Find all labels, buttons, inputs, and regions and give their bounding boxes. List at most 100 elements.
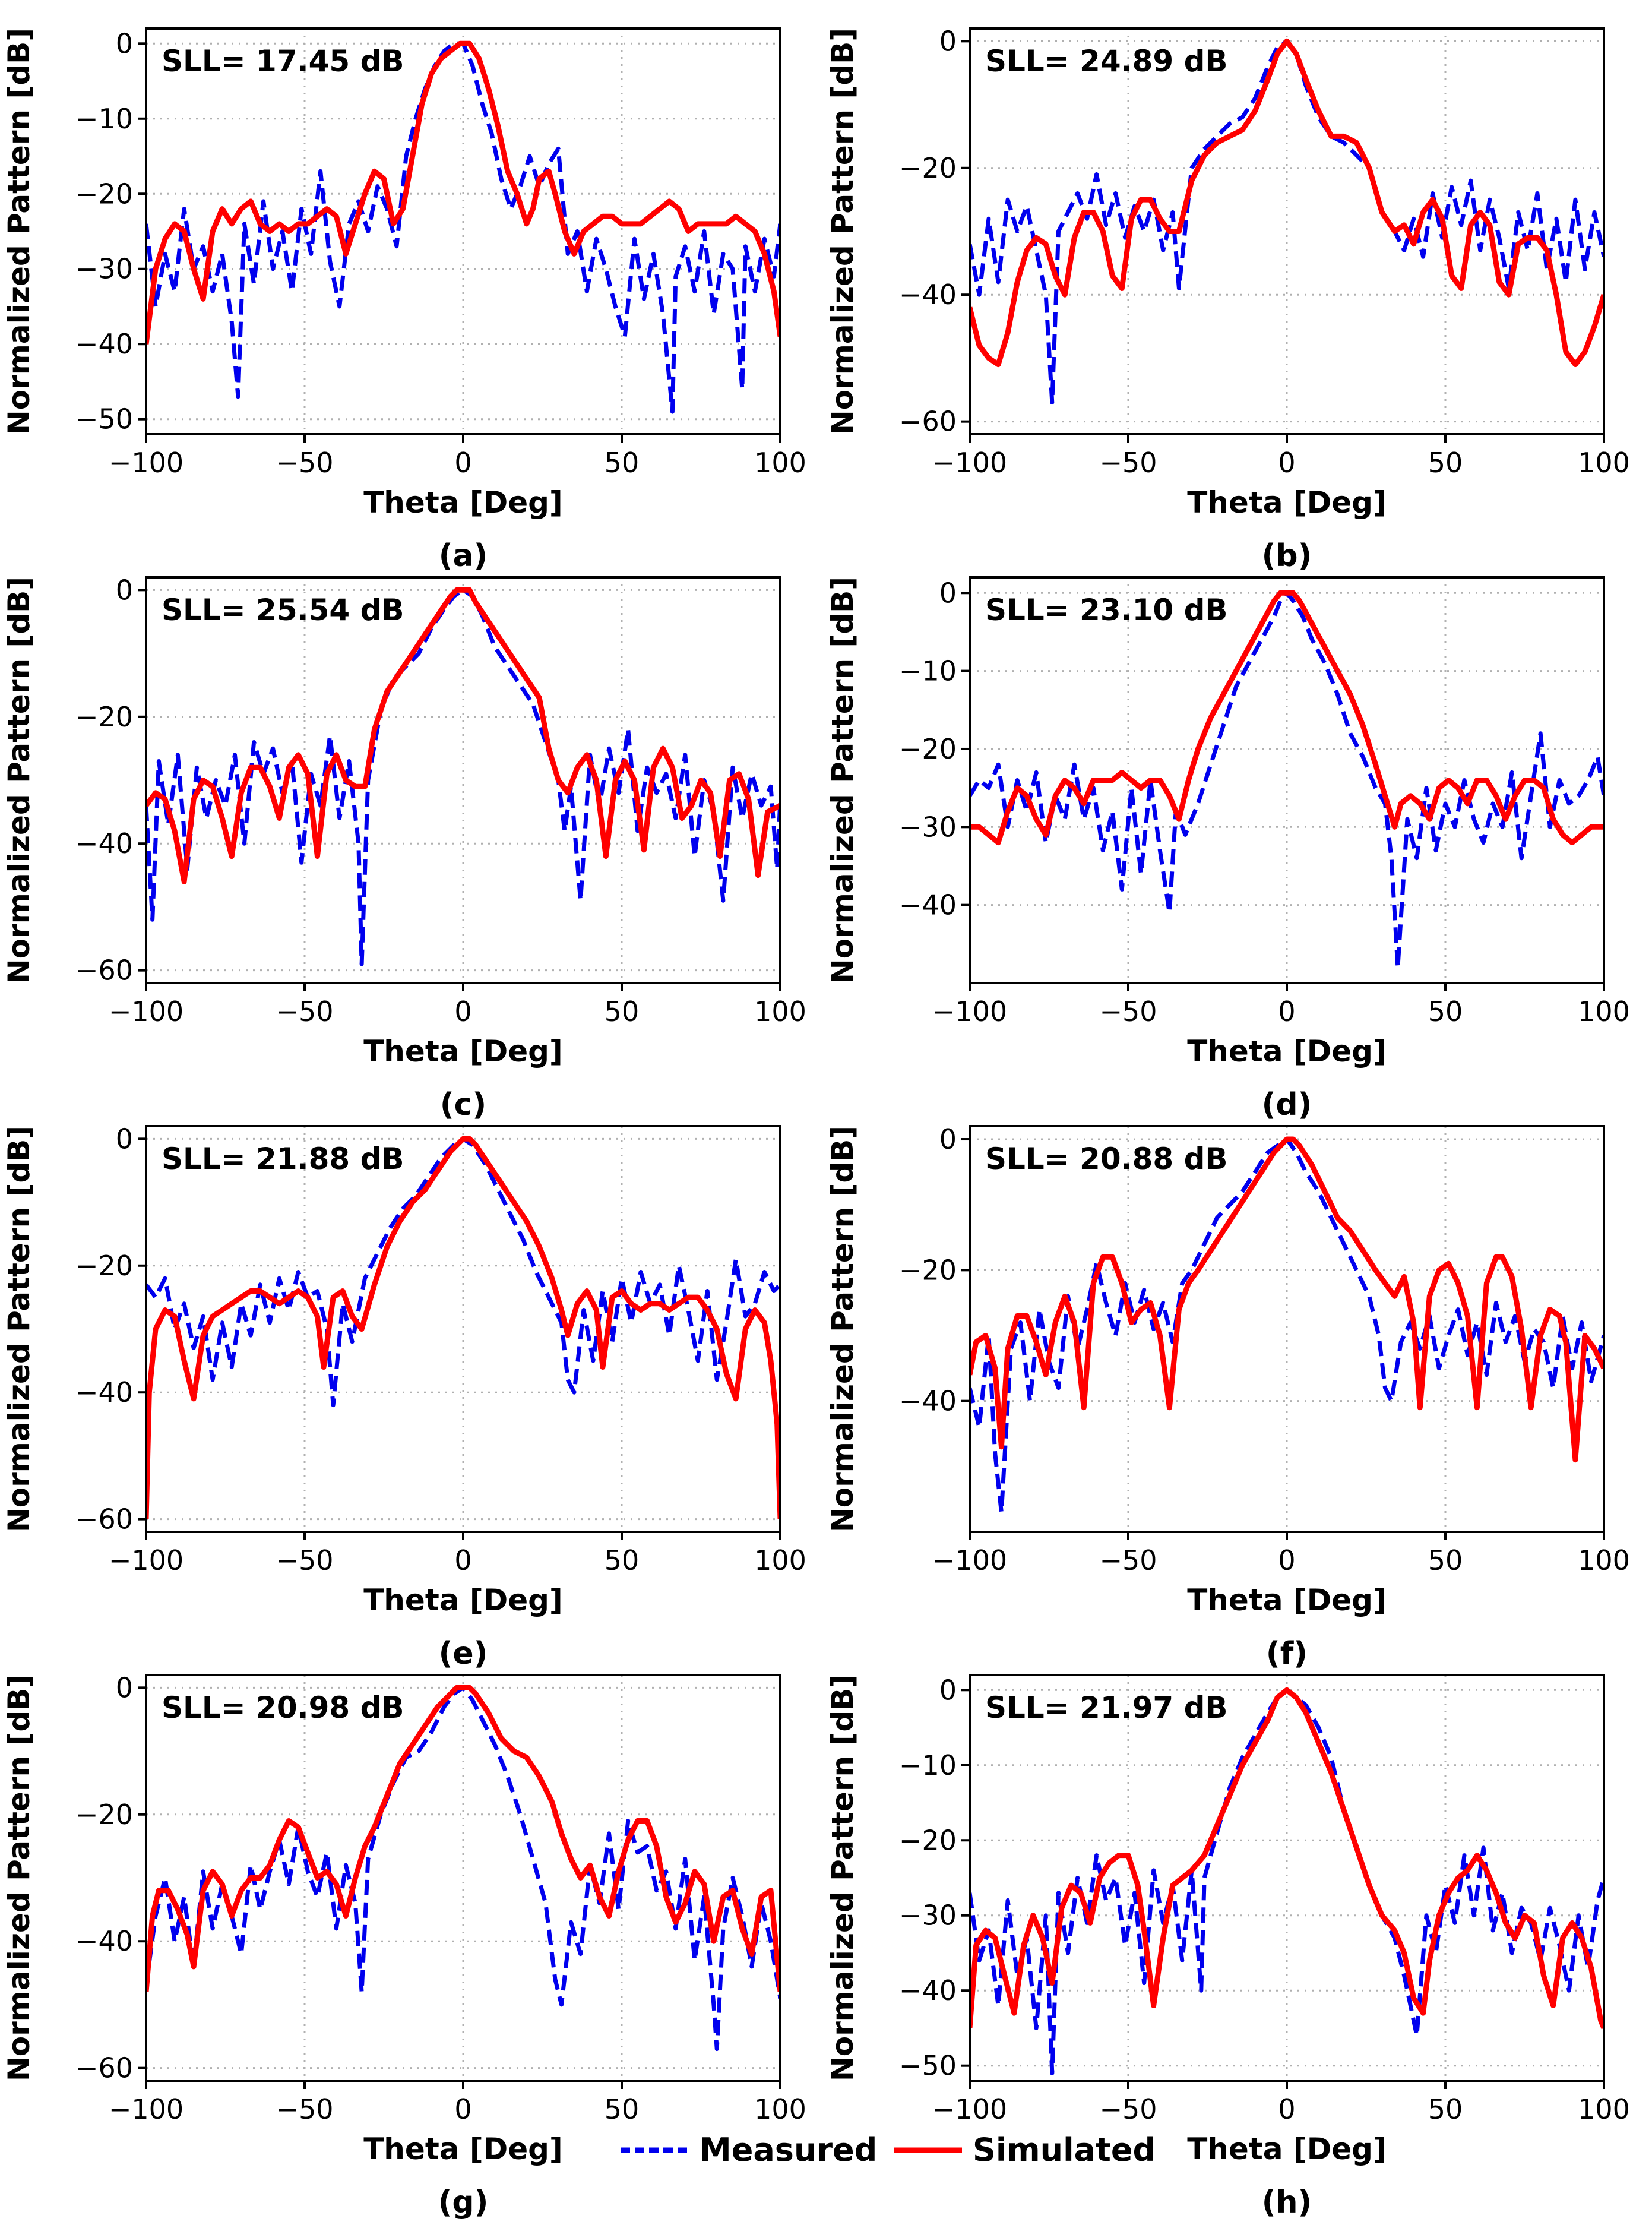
chart-panel: −100 −50 0 50 100 0 −10 −20 −30 −40 −50 Theta [Deg]…: [2, 27, 806, 574]
series-group: [970, 1687, 1604, 2075]
x-axis-label: Theta [Deg]: [1187, 1583, 1387, 1617]
series-line-simulated: [146, 1136, 780, 1519]
y-tick-label: −40: [899, 1974, 957, 2006]
panel-caption: (e): [439, 1636, 488, 1671]
chart-panel: −100 −50 0 50 100 0 −20 −40 −60 Theta [Deg] Normal…: [825, 25, 1630, 574]
panel-caption: (f): [1266, 1636, 1308, 1671]
x-axis-label: Theta [Deg]: [363, 485, 563, 520]
y-tick-label: −20: [75, 701, 133, 733]
x-tick-label: −50: [1099, 996, 1157, 1028]
chart-panel: −100 −50 0 50 100 0 −20 −40 Theta [Deg] Normalize…: [825, 1123, 1630, 1671]
x-tick-label: −100: [932, 447, 1007, 479]
x-tick-label: 50: [605, 996, 640, 1028]
y-tick-label: −10: [899, 1749, 957, 1781]
x-tick-label: −50: [276, 2093, 333, 2125]
x-axis-label: Theta [Deg]: [1187, 1034, 1387, 1069]
x-tick-label: 100: [754, 996, 806, 1028]
y-tick-label: −40: [899, 279, 957, 311]
series-line-measured: [146, 587, 780, 966]
y-axis-label: Normalized Pattern [dB]: [825, 28, 860, 435]
chart-panel: −100 −50 0 50 100 0 −20 −40 −60 Theta [Deg] Normal…: [2, 1123, 806, 1671]
x-tick-label: −100: [109, 1544, 183, 1576]
y-tick-label: 0: [939, 25, 957, 57]
sll-annotation: SLL= 21.97 dB: [985, 1690, 1228, 1725]
x-tick-label: 100: [754, 1544, 806, 1576]
chart-panel: −100 −50 0 50 100 0 −20 −40 −60 Theta [Deg] Normal…: [2, 574, 806, 1123]
series-group: [146, 1136, 780, 1519]
y-tick-label: −20: [899, 152, 957, 184]
x-tick-label: 0: [454, 2093, 471, 2125]
y-tick-label: −40: [75, 827, 133, 859]
y-axis-label: Normalized Pattern [dB]: [825, 577, 860, 984]
y-axis-label: Normalized Pattern [dB]: [2, 1126, 36, 1532]
y-axis-label: Normalized Pattern [dB]: [2, 1674, 36, 2081]
x-tick-label: −100: [932, 996, 1007, 1028]
y-tick-label: −60: [899, 406, 957, 438]
y-axis-label: Normalized Pattern [dB]: [825, 1674, 860, 2081]
panel-caption: (h): [1262, 2185, 1312, 2220]
sll-annotation: SLL= 23.10 dB: [985, 593, 1228, 627]
x-tick-label: 0: [454, 447, 471, 479]
x-tick-label: 0: [1278, 447, 1295, 479]
y-tick-label: 0: [116, 1123, 133, 1155]
y-tick-label: −40: [899, 1385, 957, 1417]
x-tick-label: 0: [1278, 2093, 1295, 2125]
x-tick-label: −50: [1099, 2093, 1157, 2125]
x-tick-label: 100: [1578, 2093, 1630, 2125]
series-group: [970, 38, 1604, 405]
x-axis-label: Theta [Deg]: [1187, 485, 1387, 520]
x-tick-label: 0: [454, 996, 471, 1028]
series-line-measured: [970, 1687, 1604, 2075]
x-tick-label: −50: [276, 996, 333, 1028]
series-line-simulated: [970, 1136, 1604, 1463]
y-tick-label: −40: [75, 328, 133, 360]
x-tick-label: −50: [1099, 447, 1157, 479]
y-tick-label: −20: [75, 178, 133, 210]
y-tick-label: −20: [899, 733, 957, 765]
sll-annotation: SLL= 17.45 dB: [162, 44, 404, 78]
y-tick-label: −30: [899, 1900, 957, 1932]
series-line-simulated: [970, 1687, 1604, 2030]
y-tick-label: −20: [75, 1799, 133, 1831]
sll-annotation: SLL= 24.89 dB: [985, 44, 1228, 78]
y-tick-label: −40: [75, 1376, 133, 1408]
y-tick-label: −60: [75, 955, 133, 987]
x-tick-label: 100: [1578, 996, 1630, 1028]
legend: Measured Simulated: [621, 2131, 1156, 2169]
chart-panel: −100 −50 0 50 100 0 −10 −20 −30 −40 Theta [Deg] Nor…: [825, 576, 1630, 1123]
x-tick-label: 50: [1428, 447, 1463, 479]
series-line-simulated: [970, 590, 1604, 846]
y-tick-label: −20: [899, 1824, 957, 1856]
panel-caption: (d): [1262, 1087, 1312, 1123]
x-axis-label: Theta [Deg]: [363, 1583, 563, 1617]
y-tick-label: 0: [939, 1123, 957, 1155]
series-line-measured: [146, 1136, 780, 1408]
x-tick-label: −100: [932, 2093, 1007, 2125]
y-tick-label: 0: [939, 1674, 957, 1706]
x-tick-label: −100: [109, 996, 183, 1028]
x-axis-label: Theta [Deg]: [363, 1034, 563, 1069]
legend-measured-label: Measured: [700, 2131, 877, 2169]
y-tick-label: −50: [75, 403, 133, 435]
x-tick-label: 0: [1278, 996, 1295, 1028]
series-line-measured: [970, 39, 1604, 405]
series-group: [146, 1685, 780, 2052]
y-tick-label: −30: [75, 253, 133, 285]
plot-frame: [145, 1125, 781, 1533]
series-group: [970, 1136, 1604, 1515]
y-tick-label: 0: [939, 577, 957, 609]
y-tick-label: −20: [899, 1254, 957, 1286]
y-tick-label: −40: [899, 889, 957, 921]
y-tick-label: −60: [75, 2052, 133, 2084]
legend-simulated-label: Simulated: [973, 2131, 1156, 2169]
x-axis-label: Theta [Deg]: [363, 2132, 563, 2166]
series-group: [146, 40, 780, 414]
x-tick-label: 50: [605, 447, 640, 479]
x-tick-label: 100: [1578, 1544, 1630, 1576]
y-tick-label: 0: [116, 1671, 133, 1704]
y-tick-label: −50: [899, 2050, 957, 2082]
x-tick-label: 0: [1278, 1544, 1295, 1576]
chart-panel: −100 −50 0 50 100 0 −20 −40 −60 Theta [Deg] Normal…: [2, 1671, 806, 2220]
x-tick-label: 100: [754, 2093, 806, 2125]
x-tick-label: 100: [754, 447, 806, 479]
